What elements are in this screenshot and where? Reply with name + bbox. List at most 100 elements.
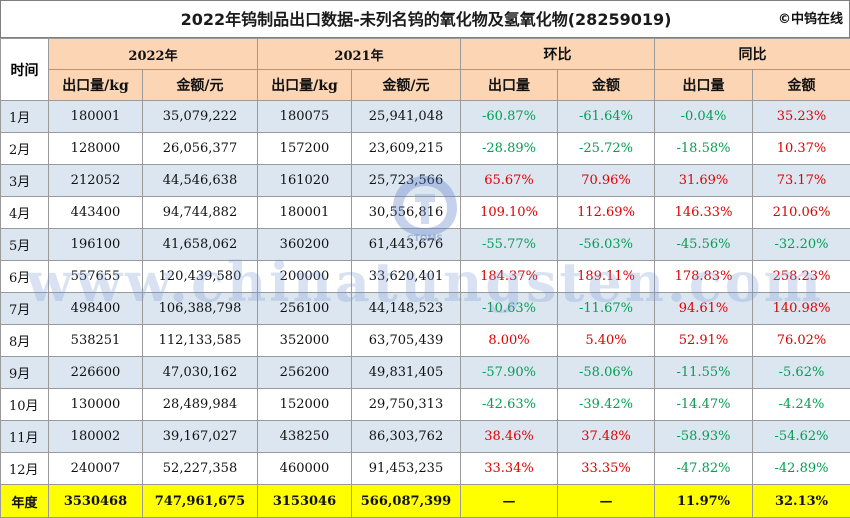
cell-percent: 33.35% bbox=[558, 453, 655, 485]
cell-value: 33,620,401 bbox=[352, 261, 461, 293]
cell-percent: -4.24% bbox=[753, 389, 850, 421]
cell-value: 180075 bbox=[258, 101, 352, 133]
cell-percent: 31.69% bbox=[655, 165, 753, 197]
cell-percent: 109.10% bbox=[461, 197, 558, 229]
cell-percent: 37.48% bbox=[558, 421, 655, 453]
cell-percent: -14.47% bbox=[655, 389, 753, 421]
total-cell: 747,961,675 bbox=[143, 485, 258, 518]
cell-value: 438250 bbox=[258, 421, 352, 453]
cell-percent: 140.98% bbox=[753, 293, 850, 325]
cell-value: 26,056,377 bbox=[143, 133, 258, 165]
total-label: 年度 bbox=[1, 485, 49, 518]
cell-percent: -60.87% bbox=[461, 101, 558, 133]
total-cell: 11.97% bbox=[655, 485, 753, 518]
cell-percent: 5.40% bbox=[558, 325, 655, 357]
cell-percent: -11.55% bbox=[655, 357, 753, 389]
cell-value: 94,744,882 bbox=[143, 197, 258, 229]
cell-month: 12月 bbox=[1, 453, 49, 485]
header-yoy: 同比 bbox=[655, 39, 850, 70]
cell-value: 44,546,638 bbox=[143, 165, 258, 197]
cell-percent: -45.56% bbox=[655, 229, 753, 261]
total-cell: 566,087,399 bbox=[352, 485, 461, 518]
cell-percent: 184.37% bbox=[461, 261, 558, 293]
cell-percent: 76.02% bbox=[753, 325, 850, 357]
cell-value: 557655 bbox=[49, 261, 143, 293]
cell-value: 86,303,762 bbox=[352, 421, 461, 453]
cell-percent: 10.37% bbox=[753, 133, 850, 165]
export-table: 时间 2022年 2021年 环比 同比 出口量/kg 金额/元 出口量/kg … bbox=[0, 38, 850, 518]
cell-percent: -28.89% bbox=[461, 133, 558, 165]
header-yoy-amt: 金额 bbox=[753, 70, 850, 101]
header-qty-2022: 出口量/kg bbox=[49, 70, 143, 101]
cell-value: 352000 bbox=[258, 325, 352, 357]
cell-percent: -42.89% bbox=[753, 453, 850, 485]
cell-value: 39,167,027 bbox=[143, 421, 258, 453]
header-2022: 2022年 bbox=[49, 39, 258, 70]
cell-value: 47,030,162 bbox=[143, 357, 258, 389]
cell-percent: -58.06% bbox=[558, 357, 655, 389]
cell-percent: -18.58% bbox=[655, 133, 753, 165]
cell-value: 460000 bbox=[258, 453, 352, 485]
cell-value: 35,079,222 bbox=[143, 101, 258, 133]
cell-value: 180001 bbox=[258, 197, 352, 229]
cell-value: 28,489,984 bbox=[143, 389, 258, 421]
cell-percent: -10.63% bbox=[461, 293, 558, 325]
cell-value: 200000 bbox=[258, 261, 352, 293]
cell-value: 212052 bbox=[49, 165, 143, 197]
cell-value: 161020 bbox=[258, 165, 352, 197]
cell-percent: 146.33% bbox=[655, 197, 753, 229]
cell-month: 7月 bbox=[1, 293, 49, 325]
cell-month: 6月 bbox=[1, 261, 49, 293]
cell-value: 226600 bbox=[49, 357, 143, 389]
cell-month: 2月 bbox=[1, 133, 49, 165]
cell-percent: 189.11% bbox=[558, 261, 655, 293]
page-title: 2022年钨制品出口数据-未列名钨的氧化物及氢氧化物(28259019) bbox=[1, 1, 850, 39]
header-qty-2021: 出口量/kg bbox=[258, 70, 352, 101]
cell-percent: -5.62% bbox=[753, 357, 850, 389]
cell-value: 128000 bbox=[49, 133, 143, 165]
cell-value: 91,453,235 bbox=[352, 453, 461, 485]
cell-month: 9月 bbox=[1, 357, 49, 389]
total-cell: 3530468 bbox=[49, 485, 143, 518]
cell-value: 360200 bbox=[258, 229, 352, 261]
cell-month: 1月 bbox=[1, 101, 49, 133]
cell-percent: 35.23% bbox=[753, 101, 850, 133]
cell-value: 152000 bbox=[258, 389, 352, 421]
cell-value: 25,723,566 bbox=[352, 165, 461, 197]
cell-percent: 73.17% bbox=[753, 165, 850, 197]
cell-percent: -61.64% bbox=[558, 101, 655, 133]
cell-value: 443400 bbox=[49, 197, 143, 229]
header-time: 时间 bbox=[1, 39, 49, 101]
cell-value: 256100 bbox=[258, 293, 352, 325]
cell-month: 3月 bbox=[1, 165, 49, 197]
cell-percent: -11.67% bbox=[558, 293, 655, 325]
cell-percent: 65.67% bbox=[461, 165, 558, 197]
cell-month: 8月 bbox=[1, 325, 49, 357]
cell-value: 196100 bbox=[49, 229, 143, 261]
cell-value: 61,443,676 bbox=[352, 229, 461, 261]
cell-value: 120,439,580 bbox=[143, 261, 258, 293]
cell-value: 157200 bbox=[258, 133, 352, 165]
cell-value: 538251 bbox=[49, 325, 143, 357]
brand-label: ©中钨在线 bbox=[778, 1, 843, 39]
cell-value: 112,133,585 bbox=[143, 325, 258, 357]
cell-value: 240007 bbox=[49, 453, 143, 485]
header-mom-amt: 金额 bbox=[558, 70, 655, 101]
cell-value: 30,556,816 bbox=[352, 197, 461, 229]
cell-percent: -25.72% bbox=[558, 133, 655, 165]
cell-percent: -54.62% bbox=[753, 421, 850, 453]
cell-value: 63,705,439 bbox=[352, 325, 461, 357]
cell-month: 4月 bbox=[1, 197, 49, 229]
title-bar: 2022年钨制品出口数据-未列名钨的氧化物及氢氧化物(28259019) ©中钨… bbox=[0, 0, 850, 38]
cell-value: 23,609,215 bbox=[352, 133, 461, 165]
total-cell: 3153046 bbox=[258, 485, 352, 518]
cell-percent: -56.03% bbox=[558, 229, 655, 261]
